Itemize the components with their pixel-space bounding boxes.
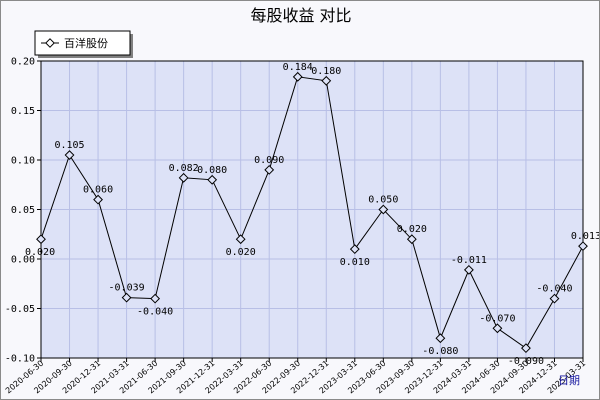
data-point — [121, 292, 132, 303]
data-point — [292, 71, 303, 82]
x-axis-label: 日期 — [558, 374, 580, 387]
data-label: 0.080 — [197, 165, 227, 176]
data-point — [492, 323, 503, 334]
data-point — [435, 333, 446, 344]
data-point — [378, 204, 389, 215]
data-label: -0.039 — [109, 283, 145, 294]
legend-label: 百洋股份 — [64, 36, 108, 50]
data-label: 0.082 — [169, 163, 199, 174]
data-label: 0.020 — [397, 224, 427, 235]
data-label: -0.070 — [479, 313, 515, 324]
y-tick-label: 0.15 — [11, 106, 35, 117]
data-point — [36, 234, 46, 245]
data-point — [264, 164, 275, 175]
y-tick-label: -0.10 — [5, 354, 35, 365]
data-label: 0.090 — [254, 155, 284, 166]
plot-frame — [40, 60, 584, 359]
data-label: 0.010 — [340, 257, 370, 268]
data-label: 0.060 — [83, 185, 113, 196]
data-point — [521, 343, 531, 354]
data-point — [321, 75, 332, 86]
y-tick-label: 0.10 — [11, 156, 35, 167]
data-point — [178, 172, 189, 183]
data-point — [349, 244, 360, 255]
data-label: -0.011 — [451, 255, 487, 266]
data-label: 0.180 — [311, 66, 341, 77]
y-tick-label: -0.05 — [5, 304, 35, 315]
data-label: 0.184 — [283, 62, 313, 73]
data-label: -0.080 — [422, 346, 458, 357]
data-point — [235, 234, 246, 245]
data-label: 0.020 — [226, 247, 256, 258]
data-point — [93, 194, 103, 205]
chart-title: 每股收益 对比 — [250, 6, 351, 25]
data-point — [207, 174, 218, 185]
data-label: -0.090 — [508, 356, 544, 367]
data-label: 0.105 — [54, 140, 84, 151]
data-point — [406, 234, 417, 245]
data-label: 0.050 — [368, 195, 398, 206]
data-label: 0.013 — [571, 231, 599, 242]
data-point — [150, 293, 161, 304]
legend-marker — [45, 38, 55, 48]
data-label: 0.020 — [25, 247, 55, 258]
y-tick-label: 0.20 — [11, 57, 35, 68]
y-tick-label: 0.05 — [11, 205, 35, 216]
data-label: -0.040 — [536, 284, 572, 295]
data-point — [549, 293, 560, 304]
data-point — [64, 150, 75, 160]
data-point — [463, 264, 474, 275]
data-label: -0.040 — [137, 307, 173, 318]
y-tick-label: 0.00 — [11, 255, 35, 266]
series-line — [40, 76, 584, 349]
data-point — [578, 241, 588, 252]
